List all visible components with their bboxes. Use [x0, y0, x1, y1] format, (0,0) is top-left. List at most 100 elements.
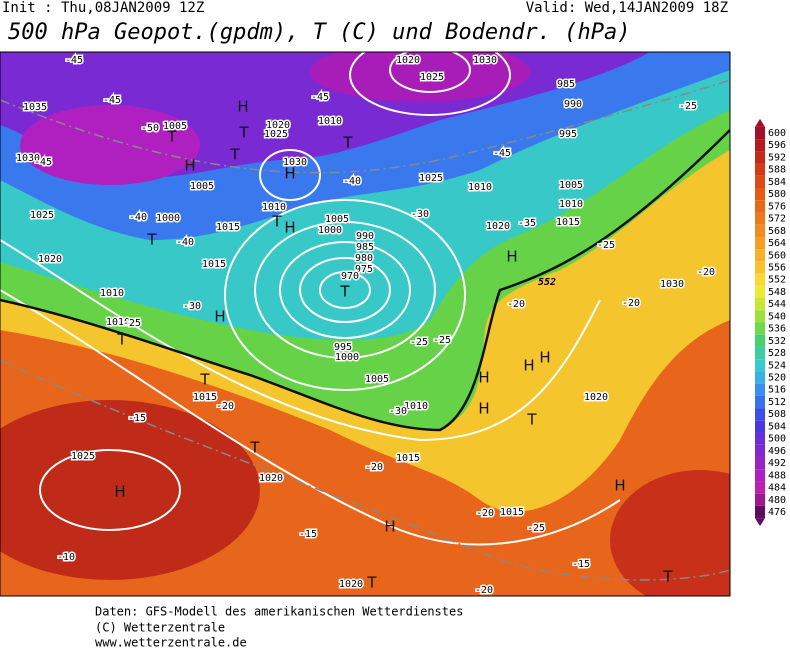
- isotherm-label: -20: [365, 462, 383, 473]
- colorbar-cell: [755, 236, 765, 250]
- isobar-label: 1020: [339, 579, 363, 590]
- pressure-center: H: [506, 248, 517, 266]
- colorbar-cell: [755, 481, 765, 494]
- isobar-label: 1005: [163, 121, 187, 132]
- isobar-label: 1015: [500, 507, 524, 518]
- isobar-label: 975: [355, 264, 373, 275]
- colorbar-label: 512: [768, 397, 786, 408]
- isobar-label: 1030: [283, 157, 307, 168]
- colorbar-label: 484: [768, 483, 786, 494]
- isobar-label: 1010: [100, 288, 124, 299]
- colorbar-cell: [755, 310, 765, 323]
- isobar-label: 990: [564, 99, 582, 110]
- valid-time: Valid: Wed,14JAN2009 18Z: [526, 0, 728, 16]
- isobar-label: 1020: [486, 221, 510, 232]
- isotherm-label: -25: [433, 335, 451, 346]
- colorbar-cell: [755, 408, 765, 421]
- map-title: 500 hPa Geopot.(gpdm), T (C) und Bodendr…: [8, 20, 631, 45]
- pressure-center: H: [114, 483, 125, 501]
- isobar-label: 1010: [404, 401, 428, 412]
- isobar-label: 1000: [335, 352, 359, 363]
- colorbar-cap: [755, 518, 765, 527]
- colorbar-cell: [755, 493, 765, 506]
- colorbar-cell: [755, 432, 765, 445]
- isotherm-label: -20: [622, 298, 640, 309]
- isobar-label: 1015: [396, 453, 420, 464]
- pressure-center: T: [166, 128, 177, 146]
- colorbar-cell: [755, 200, 765, 213]
- isotherm-label: -25: [597, 240, 615, 251]
- isobar-label: 1035: [23, 102, 47, 113]
- pressure-center: H: [237, 98, 248, 116]
- isobar-label: 1030: [660, 279, 684, 290]
- map-frame: [0, 51, 731, 597]
- colorbar-label: 568: [768, 226, 786, 237]
- init-time: Init : Thu,08JAN2009 12Z: [2, 0, 204, 16]
- colorbar-label: 544: [768, 299, 786, 310]
- isotherm-label: -35: [518, 218, 536, 229]
- colorbar-label: 480: [768, 495, 786, 506]
- pressure-center: T: [229, 146, 240, 164]
- isotherms: [0, 79, 730, 581]
- isobar-label: 1020: [38, 254, 62, 265]
- colorbar-label: 520: [768, 373, 786, 384]
- isobars: [0, 52, 621, 546]
- colorbar-cell: [755, 395, 765, 409]
- colorbar-cell: [755, 359, 765, 372]
- isobar-label: 1015: [216, 222, 240, 233]
- isobar-label: 1005: [365, 374, 389, 385]
- pressure-center: H: [284, 165, 295, 183]
- pressure-center: T: [366, 574, 377, 592]
- colorbar-cell: [755, 298, 765, 311]
- isotherm-label: -10: [57, 552, 75, 563]
- colorbar-label: 496: [768, 446, 786, 457]
- colorbar-label: 572: [768, 214, 786, 225]
- isobar-label: 1025: [30, 210, 54, 221]
- colorbar-cell: [755, 505, 765, 519]
- colorbar-label: 488: [768, 470, 786, 481]
- isotherm-label: -20: [476, 508, 494, 519]
- colorbar-cell: [755, 346, 765, 360]
- pressure-center: H: [184, 157, 195, 175]
- colorbar-label: 596: [768, 140, 786, 151]
- isotherm-label: -30: [411, 209, 429, 220]
- isobar-label: 1020: [259, 473, 283, 484]
- isotherm-label: -45: [34, 157, 52, 168]
- isobar-label: 1000: [318, 225, 342, 236]
- isotherm-label: -20: [475, 585, 493, 596]
- isobar-label: 985: [557, 79, 575, 90]
- isobar-label: 990: [356, 231, 374, 242]
- colorbar-cell: [755, 126, 765, 140]
- colorbar-cell: [755, 261, 765, 274]
- pressure-center: T: [199, 371, 210, 389]
- isobar-label: 1005: [559, 180, 583, 191]
- footer-line: www.wetterzentrale.de: [95, 636, 247, 648]
- pressure-center: T: [271, 213, 282, 231]
- map-area: 1035 1030 1025 1020 1010 1010 1005 1005 1000 1015…: [0, 52, 730, 596]
- isobar-label: 1010: [559, 199, 583, 210]
- isobar-label: 1025: [419, 173, 443, 184]
- pressure-center: H: [478, 400, 489, 418]
- colorbar-cell: [755, 273, 765, 286]
- colorbar-cell: [755, 175, 765, 189]
- colorbar-label: 576: [768, 201, 786, 212]
- colorbar-label: 580: [768, 189, 786, 200]
- colorbar-label: 476: [768, 507, 786, 518]
- isobar-label: 1025: [420, 72, 444, 83]
- pressure-center: T: [249, 439, 260, 457]
- isotherm-label: -40: [343, 176, 361, 187]
- colorbar-cap: [755, 118, 765, 127]
- isotherm-label: -40: [176, 237, 194, 248]
- colorbar-label: 532: [768, 336, 786, 347]
- colorbar-label: 560: [768, 250, 786, 261]
- isotherm-label: -40: [129, 212, 147, 223]
- isobar-label: 1000: [156, 213, 180, 224]
- isotherm-label: -20: [507, 299, 525, 310]
- field-dark-red: [0, 400, 260, 580]
- isobar-label: 1020: [584, 392, 608, 403]
- isotherm-label: -15: [299, 529, 317, 540]
- isotherm-label: -45: [103, 95, 121, 106]
- pressure-center: T: [342, 134, 353, 152]
- pressure-center: T: [146, 231, 157, 249]
